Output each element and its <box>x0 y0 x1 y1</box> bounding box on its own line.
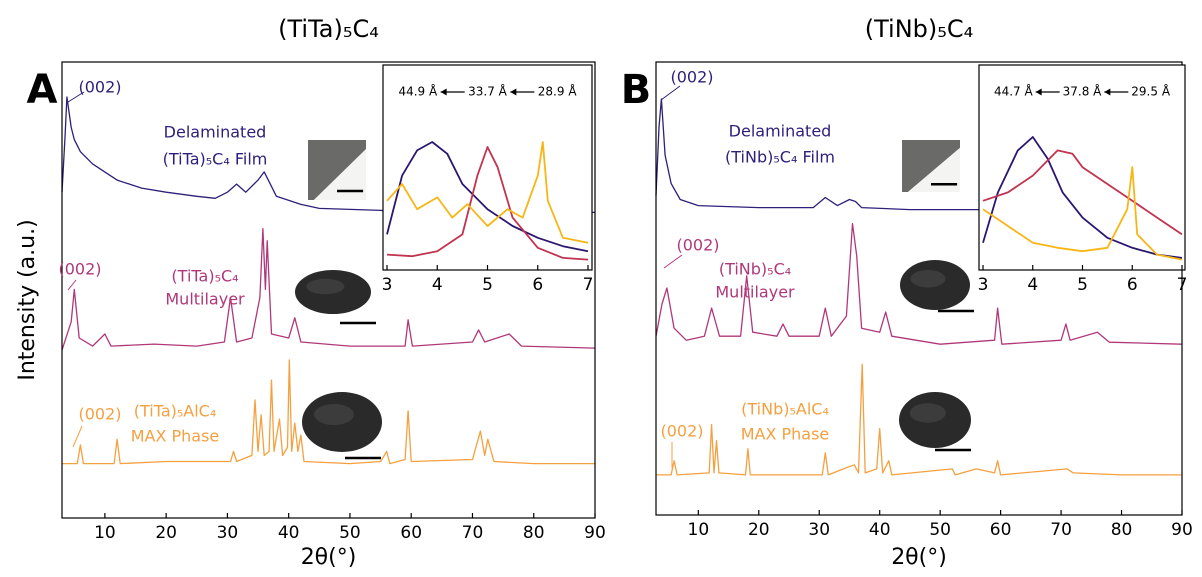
series-label: (TiNb)₅C₄ <box>719 260 791 279</box>
series-line <box>386 141 589 253</box>
x-tick-label: 3 <box>382 275 393 295</box>
peak-leader <box>67 279 77 291</box>
x-tick-label: 80 <box>1111 520 1133 540</box>
x-tick-label: 4 <box>1027 275 1038 295</box>
d-spacing-label: 37.8 Å <box>1063 84 1103 99</box>
arrow-head <box>440 88 447 96</box>
d-spacing-label: 29.5 Å <box>1131 84 1171 99</box>
x-axis-label: 2θ(°) <box>301 545 357 570</box>
series-label: MAX Phase <box>741 425 830 444</box>
x-tick-label: 50 <box>929 520 951 540</box>
inset-frame <box>382 64 593 271</box>
powder-sheen <box>909 403 946 423</box>
peak-label: (002) <box>58 260 101 279</box>
series-label: (TiNb)₅C₄ Film <box>725 148 835 167</box>
series-line <box>982 166 1183 261</box>
x-tick-label: 90 <box>1171 520 1193 540</box>
x-tick-label: 70 <box>462 523 484 543</box>
series-label: (TiNb)₅AlC₄ <box>741 400 829 419</box>
powder-sheen <box>910 270 946 288</box>
series-line <box>982 149 1183 236</box>
d-spacing-label: 44.7 Å <box>994 84 1034 99</box>
peak-leader <box>660 85 681 101</box>
peak-label: (002) <box>676 236 719 255</box>
x-tick-label: 10 <box>94 523 116 543</box>
x-axis-label: 2θ(°) <box>891 545 947 570</box>
peak-label: (002) <box>660 422 703 441</box>
x-tick-label: 30 <box>217 523 239 543</box>
d-spacing-label: 33.7 Å <box>468 84 508 99</box>
arrow-head <box>1035 88 1042 96</box>
x-tick-label: 7 <box>1177 275 1188 295</box>
film-photo-edge <box>907 147 960 192</box>
arrow-head <box>1104 88 1111 96</box>
series-label: Delaminated <box>729 122 832 141</box>
y-axis-label: Intensity (a.u.) <box>15 219 40 380</box>
plot-frame <box>61 61 596 519</box>
peak-leader <box>67 91 85 103</box>
series-label: (TiTa)₅AlC₄ <box>134 402 217 421</box>
peak-leader <box>663 254 683 269</box>
x-tick-label: 80 <box>523 523 545 543</box>
series-label: (TiTa)₅C₄ <box>171 267 238 286</box>
series-label: Multilayer <box>165 290 245 309</box>
x-tick-label: 90 <box>584 523 606 543</box>
x-tick-label: 50 <box>339 523 361 543</box>
series-line <box>386 141 589 244</box>
arrow-head <box>510 88 517 96</box>
x-tick-label: 7 <box>583 275 594 295</box>
x-tick-label: 20 <box>748 520 770 540</box>
series-label: (TiTa)₅C₄ Film <box>163 150 268 169</box>
x-tick-label: 40 <box>869 520 891 540</box>
series-label: Multilayer <box>715 283 795 302</box>
panel-title: (TiTa)₅C₄ <box>278 15 379 43</box>
powder-sheen <box>314 404 354 425</box>
peak-label: (002) <box>670 68 713 87</box>
series-label: Delaminated <box>164 123 267 142</box>
series-line <box>655 98 1182 211</box>
x-tick-label: 60 <box>400 523 422 543</box>
d-spacing-label: 28.9 Å <box>538 84 578 99</box>
x-tick-label: 10 <box>688 520 710 540</box>
powder-sheen <box>306 278 345 295</box>
x-tick-label: 5 <box>482 275 493 295</box>
panel-title: (TiNb)₅C₄ <box>865 15 974 43</box>
series-line <box>656 363 1182 476</box>
x-tick-label: 40 <box>278 523 300 543</box>
panel-letter: A <box>27 67 58 113</box>
film-photo-edge <box>313 149 366 200</box>
x-tick-label: 30 <box>808 520 830 540</box>
x-tick-label: 6 <box>532 275 543 295</box>
peak-leader <box>72 425 83 448</box>
peak-label: (002) <box>78 78 121 97</box>
plot-frame <box>655 61 1183 516</box>
series-line <box>655 222 1183 345</box>
panel-letter: B <box>621 67 652 113</box>
x-tick-label: 60 <box>990 520 1012 540</box>
series-line <box>386 146 589 261</box>
series-line <box>982 136 1183 259</box>
x-tick-label: 70 <box>1050 520 1072 540</box>
d-spacing-label: 44.9 Å <box>398 84 438 99</box>
series-label: MAX Phase <box>131 427 220 446</box>
x-tick-label: 20 <box>155 523 177 543</box>
peak-label: (002) <box>78 405 121 424</box>
x-tick-label: 3 <box>978 275 989 295</box>
series-line <box>62 359 595 465</box>
x-tick-label: 6 <box>1127 275 1138 295</box>
x-tick-label: 4 <box>432 275 443 295</box>
series-line <box>61 96 595 214</box>
x-tick-label: 5 <box>1077 275 1088 295</box>
series-line <box>61 227 596 351</box>
